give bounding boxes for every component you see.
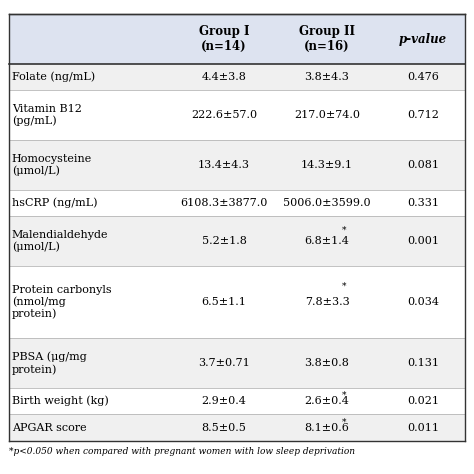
Bar bbox=[9, 64, 465, 90]
Text: 2.6±0.4: 2.6±0.4 bbox=[305, 396, 349, 406]
Text: Group I
(n=14): Group I (n=14) bbox=[199, 25, 249, 53]
Text: 2.9±0.4: 2.9±0.4 bbox=[201, 396, 246, 406]
Text: 5.2±1.8: 5.2±1.8 bbox=[201, 236, 246, 246]
Text: Group II
(n=16): Group II (n=16) bbox=[299, 25, 355, 53]
Bar bbox=[9, 414, 465, 441]
Text: 6108.3±3877.0: 6108.3±3877.0 bbox=[180, 198, 268, 208]
Text: 6.8±1.4: 6.8±1.4 bbox=[305, 236, 349, 246]
Text: Homocysteine
(μmol/L): Homocysteine (μmol/L) bbox=[12, 154, 92, 176]
Text: Malendialdehyde
(μmol/L): Malendialdehyde (μmol/L) bbox=[12, 229, 109, 252]
Text: 0.081: 0.081 bbox=[407, 160, 439, 170]
Text: 0.476: 0.476 bbox=[407, 72, 439, 82]
Text: 13.4±4.3: 13.4±4.3 bbox=[198, 160, 250, 170]
Text: 3.7±0.71: 3.7±0.71 bbox=[198, 358, 250, 368]
Text: 5006.0±3599.0: 5006.0±3599.0 bbox=[283, 198, 371, 208]
Text: *: * bbox=[342, 417, 346, 426]
Text: *p<0.050 when compared with pregnant women with low sleep deprivation: *p<0.050 when compared with pregnant wom… bbox=[9, 447, 356, 456]
Bar bbox=[9, 388, 465, 414]
Text: p-value: p-value bbox=[399, 33, 447, 46]
Text: Protein carbonyls
(nmol/mg
protein): Protein carbonyls (nmol/mg protein) bbox=[12, 285, 111, 319]
Text: 0.131: 0.131 bbox=[407, 358, 439, 368]
Text: 222.6±57.0: 222.6±57.0 bbox=[191, 110, 257, 120]
Bar bbox=[9, 190, 465, 216]
Text: 0.712: 0.712 bbox=[407, 110, 439, 120]
Text: 7.8±3.3: 7.8±3.3 bbox=[305, 297, 349, 307]
Text: 8.5±0.5: 8.5±0.5 bbox=[201, 423, 246, 433]
Text: 14.3±9.1: 14.3±9.1 bbox=[301, 160, 353, 170]
Text: 0.034: 0.034 bbox=[407, 297, 439, 307]
Text: *: * bbox=[342, 282, 346, 291]
Text: 3.8±0.8: 3.8±0.8 bbox=[305, 358, 349, 368]
Text: 0.011: 0.011 bbox=[407, 423, 439, 433]
Bar bbox=[9, 140, 465, 190]
Text: 0.331: 0.331 bbox=[407, 198, 439, 208]
Bar bbox=[9, 90, 465, 140]
Text: Vitamin B12
(pg/mL): Vitamin B12 (pg/mL) bbox=[12, 104, 82, 126]
Bar bbox=[9, 216, 465, 265]
Text: 0.021: 0.021 bbox=[407, 396, 439, 406]
Bar bbox=[9, 265, 465, 338]
Text: 0.001: 0.001 bbox=[407, 236, 439, 246]
Text: 3.8±4.3: 3.8±4.3 bbox=[305, 72, 349, 82]
Bar bbox=[9, 338, 465, 388]
Text: 8.1±0.6: 8.1±0.6 bbox=[305, 423, 349, 433]
Text: 4.4±3.8: 4.4±3.8 bbox=[201, 72, 246, 82]
Text: 217.0±74.0: 217.0±74.0 bbox=[294, 110, 360, 120]
Text: Folate (ng/mL): Folate (ng/mL) bbox=[12, 72, 95, 82]
Text: PBSA (μg/mg
protein): PBSA (μg/mg protein) bbox=[12, 352, 87, 374]
Text: APGAR score: APGAR score bbox=[12, 423, 86, 433]
Text: 6.5±1.1: 6.5±1.1 bbox=[201, 297, 246, 307]
Text: *: * bbox=[342, 225, 346, 234]
Bar bbox=[9, 14, 465, 64]
Text: Birth weight (kg): Birth weight (kg) bbox=[12, 396, 109, 407]
Text: *: * bbox=[342, 391, 346, 400]
Text: hsCRP (ng/mL): hsCRP (ng/mL) bbox=[12, 198, 97, 208]
